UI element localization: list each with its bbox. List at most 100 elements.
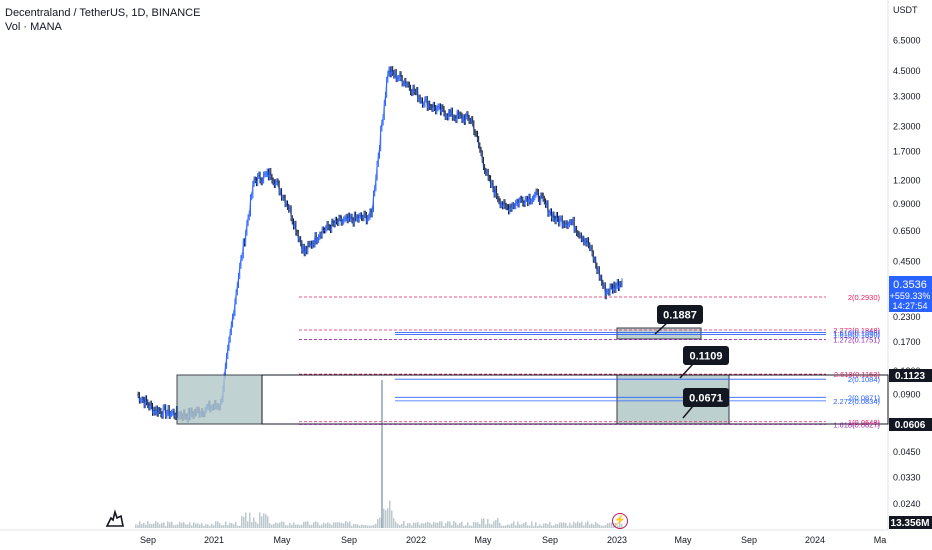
- volume-bar: [265, 514, 267, 528]
- fib-level-label: 2.272(0.0834): [833, 397, 880, 406]
- volume-bar: [307, 521, 309, 528]
- volume-bar: [349, 521, 351, 528]
- volume-bar: [513, 521, 515, 528]
- volume-bar: [493, 521, 495, 528]
- volume-bar: [457, 524, 459, 528]
- chart-header: Decentraland / TetherUS, 1D, BINANCE Vol…: [5, 6, 200, 34]
- volume-bar: [299, 525, 301, 528]
- volume-bar: [251, 522, 253, 528]
- volume-bar: [553, 525, 555, 528]
- fib-level-label: 1.618(0.1850): [833, 331, 880, 340]
- volume-bar: [393, 518, 395, 528]
- fib-level-label: 1.272(0.1751): [833, 336, 880, 345]
- volume-bar: [581, 521, 583, 528]
- volume-bar: [435, 522, 437, 528]
- volume-bar: [449, 521, 451, 528]
- price-tick-label: 0.2300: [893, 312, 921, 322]
- currency-label: USDT: [893, 5, 918, 15]
- volume-bar: [327, 522, 329, 528]
- volume-bar: [325, 523, 327, 528]
- volume-bar: [287, 525, 289, 528]
- volume-bar: [601, 525, 603, 528]
- volume-bar: [433, 521, 435, 528]
- volume-bar: [189, 522, 191, 528]
- volume-bar: [427, 521, 429, 528]
- volume-bar: [171, 521, 173, 528]
- volume-bar: [337, 522, 339, 528]
- volume-bar: [159, 524, 161, 528]
- volume-bar: [533, 525, 535, 528]
- price-tick-label: 0.0330: [893, 473, 921, 483]
- volume-bar: [185, 524, 187, 528]
- volume-bar: [557, 524, 559, 528]
- volume-bar: [367, 525, 369, 528]
- volume-bar: [439, 521, 441, 528]
- volume-bar: [463, 525, 465, 528]
- volume-bar: [609, 522, 611, 528]
- volume-bar: [453, 521, 455, 528]
- volume-bar: [207, 524, 209, 528]
- volume-bar: [385, 510, 387, 528]
- volume-bar: [167, 521, 169, 528]
- volume-bar: [213, 525, 215, 528]
- volume-bar: [571, 524, 573, 528]
- volume-bar: [255, 521, 257, 528]
- volume-bar: [249, 512, 251, 528]
- volume-bar: [301, 524, 303, 528]
- volume-bar: [195, 523, 197, 528]
- volume-bar: [559, 522, 561, 528]
- volume-bar: [197, 523, 199, 528]
- volume-bar: [537, 525, 539, 528]
- volume-bar: [597, 523, 599, 528]
- volume-bar: [147, 521, 149, 528]
- volume-bar: [247, 521, 249, 528]
- callout-label: 0.1887: [663, 310, 697, 322]
- volume-bar: [331, 524, 333, 528]
- volume-bar: [293, 522, 295, 528]
- volume-bar: [323, 522, 325, 528]
- volume-bar: [193, 522, 195, 528]
- volume-bar: [561, 522, 563, 528]
- price-tick-label: 1.7000: [893, 147, 921, 157]
- volume-bar: [365, 525, 367, 528]
- lightning-icon[interactable]: ⚡: [612, 513, 628, 529]
- volume-bar: [135, 524, 137, 528]
- symbol-title[interactable]: Decentraland / TetherUS, 1D, BINANCE: [5, 7, 201, 19]
- time-tick-label: May: [273, 535, 291, 545]
- volume-bar: [173, 525, 175, 528]
- volume-bar: [239, 525, 241, 528]
- volume-bar: [443, 525, 445, 528]
- volume-bar: [387, 508, 389, 528]
- fib-level-label: 2.272(0.1848): [833, 326, 880, 335]
- volume-bar: [201, 523, 203, 528]
- time-tick-label: May: [474, 535, 492, 545]
- volume-bar: [297, 524, 299, 528]
- price-tick-label: 3.3000: [893, 92, 921, 102]
- volume-bar: [415, 522, 417, 528]
- volume-bar: [477, 522, 479, 528]
- volume-indicator-label[interactable]: Vol · MANA: [5, 21, 62, 33]
- volume-bar: [527, 525, 529, 528]
- volume-bar: [137, 524, 139, 528]
- fib-level-label: 1.618(0.1896): [833, 329, 880, 338]
- volume-bar: [211, 523, 213, 528]
- volume-bar: [335, 522, 337, 528]
- volume-bar: [565, 522, 567, 528]
- volume-bar: [591, 523, 593, 528]
- volume-bar: [181, 522, 183, 528]
- volume-bar: [229, 522, 231, 528]
- price-tick-label: 0.0450: [893, 447, 921, 457]
- volume-bar: [259, 512, 261, 528]
- volume-bar: [429, 522, 431, 528]
- volume-bar: [445, 523, 447, 528]
- price-marker-text: 0.1123: [895, 371, 925, 382]
- volume-bar: [473, 522, 475, 528]
- volume-bar: [157, 522, 159, 528]
- volume-bar: [487, 518, 489, 528]
- volume-bar: [269, 523, 271, 528]
- volume-bar: [391, 510, 393, 528]
- tradingview-logo-icon[interactable]: [104, 508, 126, 530]
- volume-bar: [579, 522, 581, 528]
- time-tick-label: 2021: [204, 535, 224, 545]
